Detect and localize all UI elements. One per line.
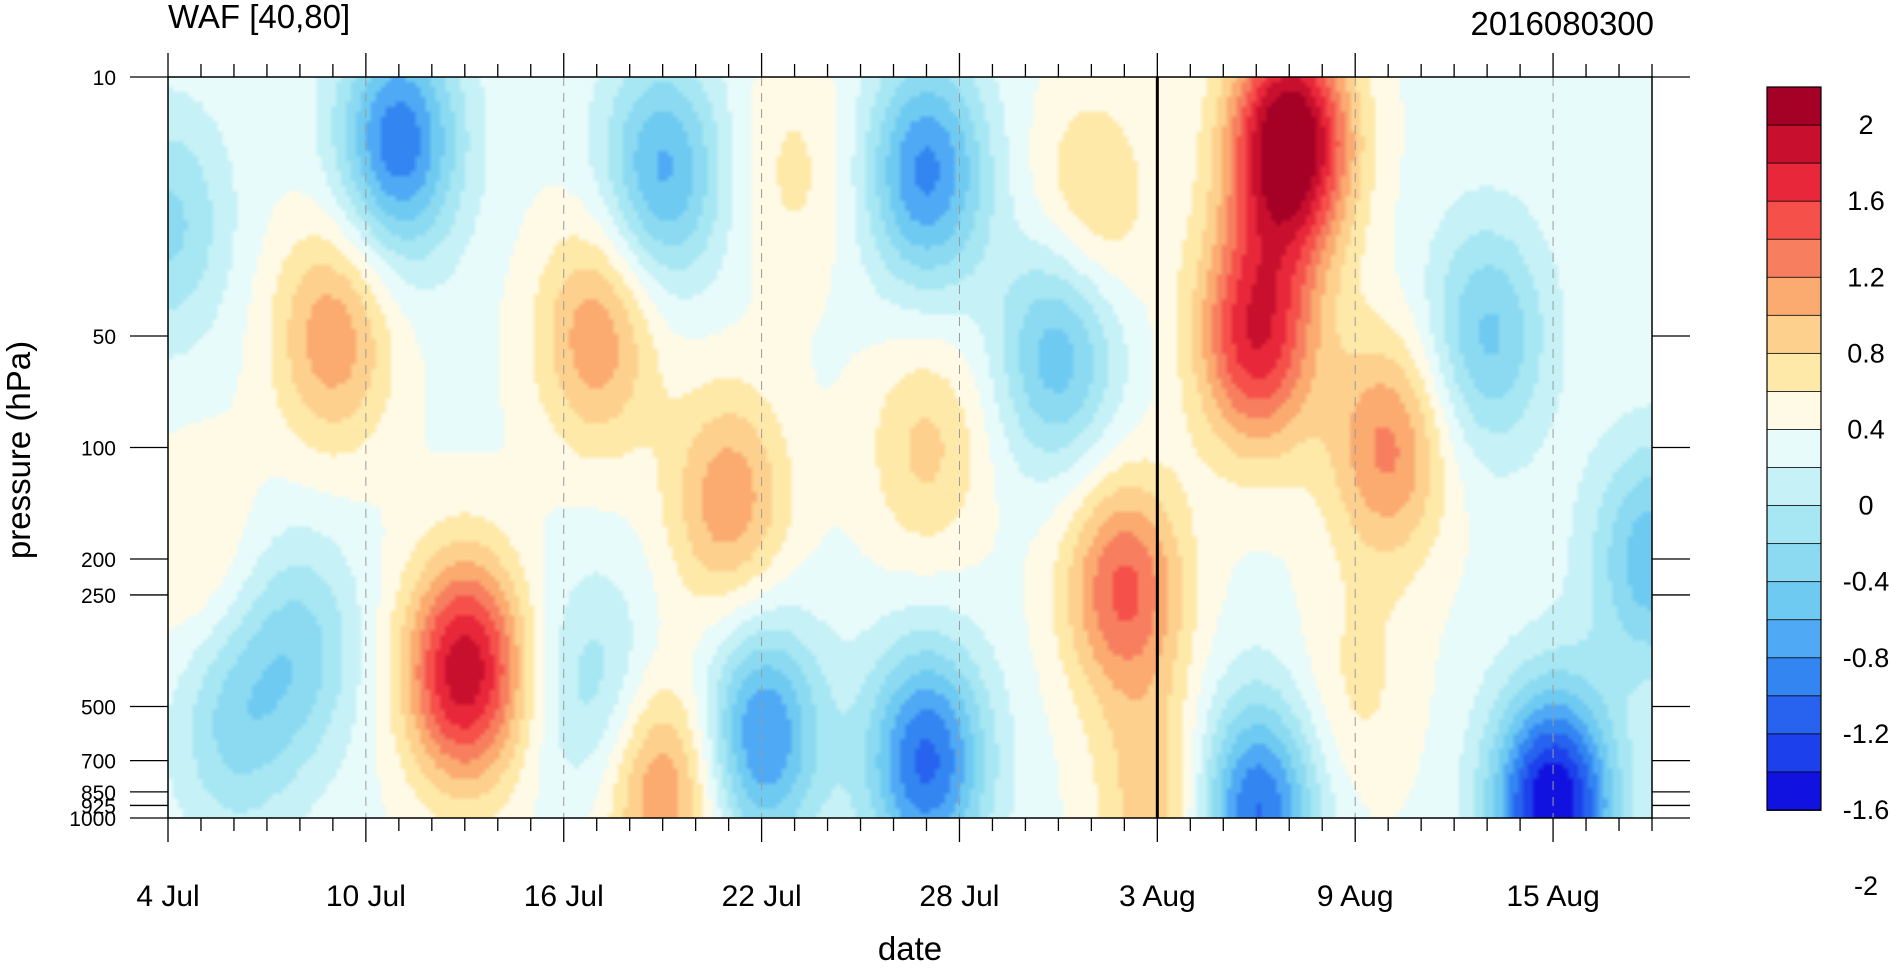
colorbar-swatch	[1766, 276, 1822, 317]
x-tick-label: 16 Jul	[524, 880, 604, 913]
colorbar-swatch	[1766, 86, 1822, 126]
x-tick-label: 28 Jul	[919, 880, 999, 913]
colorbar-label: -0.4	[1843, 567, 1889, 597]
contour-field	[168, 77, 1652, 818]
y-tick-label: 100	[81, 438, 116, 461]
y-tick-label: 250	[81, 585, 116, 608]
y-tick-label: 1000	[69, 808, 116, 831]
colorbar-label: 2	[1858, 110, 1873, 140]
colorbar-swatch	[1766, 200, 1822, 241]
x-tick-label: 3 Aug	[1119, 880, 1196, 913]
colorbar-label: -1.6	[1843, 795, 1889, 825]
y-tick-label: 200	[81, 549, 116, 572]
colorbar-swatch	[1766, 581, 1822, 621]
y-axis-label: pressure (hPa)	[0, 341, 37, 559]
y-tick-label: 50	[93, 326, 116, 349]
colorbar-swatch	[1766, 695, 1822, 735]
colorbar-swatch	[1766, 314, 1822, 355]
colorbar-swatch	[1766, 543, 1822, 583]
plot-area	[167, 76, 1653, 819]
y-tick-label: 10	[93, 67, 116, 90]
colorbar-swatch	[1766, 467, 1822, 507]
x-tick-label: 4 Jul	[136, 880, 199, 913]
colorbar-swatch	[1766, 619, 1822, 659]
y-tick-label: 700	[81, 751, 116, 774]
colorbar-swatch	[1766, 162, 1822, 203]
colorbar-frame	[1766, 86, 1822, 811]
colorbar-label: -2	[1854, 871, 1878, 901]
x-tick-label: 10 Jul	[326, 880, 406, 913]
colorbar-label: -1.2	[1843, 719, 1889, 749]
colorbar-label: 0.8	[1847, 338, 1885, 368]
timestamp-label: 2016080300	[1470, 5, 1654, 42]
colorbar-swatch	[1766, 352, 1822, 393]
y-tick-label: 500	[81, 696, 116, 719]
x-axis: 4 Jul 10 Jul 16 Jul 22 Jul 28 Jul 3 Aug 9 Aug 1…	[136, 53, 1653, 913]
y-tick-label: 925	[81, 795, 116, 818]
x-axis-label: date	[878, 930, 942, 967]
colorbar-swatch	[1766, 733, 1822, 773]
y-tick-label: 850	[81, 782, 116, 805]
chart-title: WAF [40,80]	[168, 0, 350, 35]
colorbar-swatch	[1766, 505, 1822, 545]
colorbar: 2 1.6 1.2 0.8 0.4 0 -0.4 -0.8 -1.2 -1.6 -2	[1766, 86, 1889, 901]
colorbar-swatch	[1766, 391, 1822, 431]
x-tick-label: 9 Aug	[1317, 880, 1394, 913]
x-tick-label: 22 Jul	[722, 880, 802, 913]
colorbar-label: 0	[1858, 491, 1873, 521]
colorbar-label: 1.6	[1847, 186, 1885, 216]
colorbar-swatch	[1766, 238, 1822, 279]
colorbar-label: 0.4	[1847, 414, 1885, 444]
colorbar-label: -0.8	[1843, 643, 1889, 673]
colorbar-label: 1.2	[1847, 262, 1885, 292]
colorbar-swatch	[1766, 124, 1822, 165]
colorbar-swatch	[1766, 429, 1822, 469]
x-tick-label: 15 Aug	[1506, 880, 1599, 913]
colorbar-swatch	[1766, 657, 1822, 697]
colorbar-swatch	[1766, 771, 1822, 811]
